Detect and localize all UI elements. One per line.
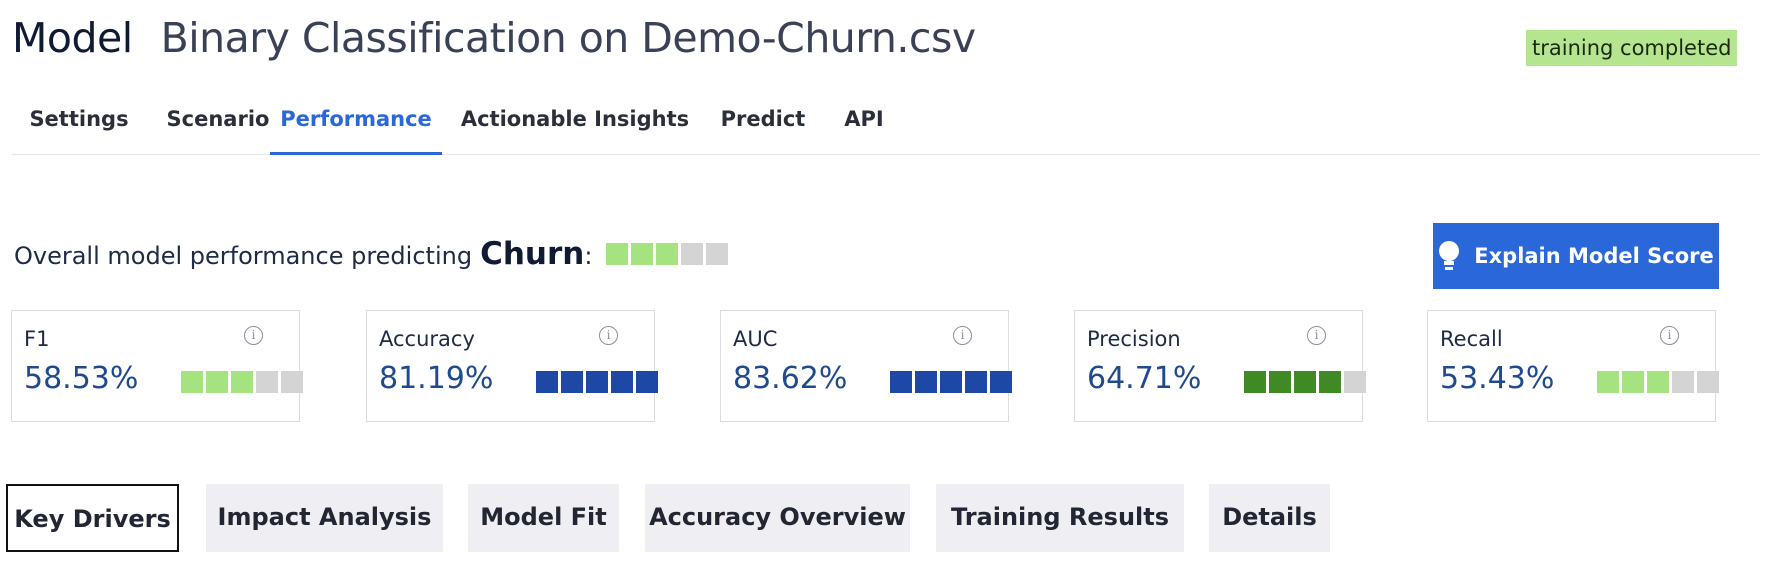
metric-label: Precision xyxy=(1087,327,1181,351)
tab-performance[interactable]: Performance xyxy=(270,95,442,155)
rating-square xyxy=(631,243,653,265)
metric-value: 81.19% xyxy=(379,361,494,396)
tab-settings[interactable]: Settings xyxy=(29,107,129,131)
overall-performance-text: Overall model performance predicting xyxy=(14,242,473,270)
rating-square xyxy=(990,371,1012,393)
metric-label: F1 xyxy=(24,327,50,351)
metric-value: 53.43% xyxy=(1440,361,1555,396)
metric-rating xyxy=(890,371,1012,393)
tab-actionable-insights[interactable]: Actionable Insights xyxy=(460,107,690,131)
metric-card-f1: F1 i 58.53% xyxy=(11,310,303,422)
rating-square xyxy=(1244,371,1266,393)
overall-rating xyxy=(606,243,728,265)
rating-square xyxy=(1319,371,1341,393)
page-title-prefix: Model xyxy=(12,14,133,62)
rating-square xyxy=(1697,371,1719,393)
rating-square xyxy=(1269,371,1291,393)
rating-square xyxy=(656,243,678,265)
page-header: Model Binary Classification on Demo-Chur… xyxy=(12,14,976,66)
info-icon[interactable]: i xyxy=(599,326,618,345)
info-icon[interactable]: i xyxy=(244,326,263,345)
rating-square xyxy=(606,243,628,265)
overall-performance: Overall model performance predicting Chu… xyxy=(14,236,614,276)
metric-card-recall: Recall i 53.43% xyxy=(1427,310,1719,422)
metric-rating xyxy=(536,371,658,393)
rating-square xyxy=(181,371,203,393)
main-tabs: Settings Scenario Performance Actionable… xyxy=(12,95,1760,155)
rating-square xyxy=(586,371,608,393)
subtab-model-fit[interactable]: Model Fit xyxy=(468,484,619,552)
metric-card-accuracy: Accuracy i 81.19% xyxy=(366,310,658,422)
rating-square xyxy=(256,371,278,393)
rating-square xyxy=(636,371,658,393)
rating-square xyxy=(915,371,937,393)
metric-value: 83.62% xyxy=(733,361,848,396)
tab-predict[interactable]: Predict xyxy=(720,107,806,131)
metric-card-auc: AUC i 83.62% xyxy=(720,310,1012,422)
rating-square xyxy=(561,371,583,393)
overall-colon: : xyxy=(584,242,593,270)
explain-model-score-label: Explain Model Score xyxy=(1474,244,1714,268)
metric-card-precision: Precision i 64.71% xyxy=(1074,310,1366,422)
rating-square xyxy=(1672,371,1694,393)
rating-square xyxy=(1647,371,1669,393)
info-icon[interactable]: i xyxy=(1660,326,1679,345)
rating-square xyxy=(1622,371,1644,393)
lightbulb-icon xyxy=(1438,241,1460,271)
subtab-impact-analysis[interactable]: Impact Analysis xyxy=(206,484,443,552)
rating-square xyxy=(706,243,728,265)
metric-label: Accuracy xyxy=(379,327,475,351)
rating-square xyxy=(1294,371,1316,393)
info-icon[interactable]: i xyxy=(1307,326,1326,345)
target-column: Churn xyxy=(480,236,585,272)
rating-square xyxy=(281,371,303,393)
metric-label: AUC xyxy=(733,327,778,351)
rating-square xyxy=(965,371,987,393)
tab-scenario[interactable]: Scenario xyxy=(166,107,270,131)
rating-square xyxy=(681,243,703,265)
explain-model-score-button[interactable]: Explain Model Score xyxy=(1433,223,1719,289)
rating-square xyxy=(940,371,962,393)
rating-square xyxy=(206,371,228,393)
subtab-training-results[interactable]: Training Results xyxy=(936,484,1184,552)
tab-api[interactable]: API xyxy=(844,107,884,131)
rating-square xyxy=(611,371,633,393)
rating-square xyxy=(231,371,253,393)
rating-square xyxy=(1597,371,1619,393)
rating-square xyxy=(890,371,912,393)
metric-rating xyxy=(1597,371,1719,393)
subtab-accuracy-overview[interactable]: Accuracy Overview xyxy=(645,484,910,552)
metric-label: Recall xyxy=(1440,327,1503,351)
subtab-key-drivers[interactable]: Key Drivers xyxy=(6,484,179,552)
metric-value: 64.71% xyxy=(1087,361,1202,396)
metric-rating xyxy=(1244,371,1366,393)
rating-square xyxy=(1344,371,1366,393)
status-badge: training completed xyxy=(1526,30,1738,66)
rating-square xyxy=(536,371,558,393)
subtab-details[interactable]: Details xyxy=(1209,484,1330,552)
model-name: Binary Classification on Demo-Churn.csv xyxy=(160,14,977,62)
info-icon[interactable]: i xyxy=(953,326,972,345)
metric-rating xyxy=(181,371,303,393)
metric-value: 58.53% xyxy=(24,361,139,396)
